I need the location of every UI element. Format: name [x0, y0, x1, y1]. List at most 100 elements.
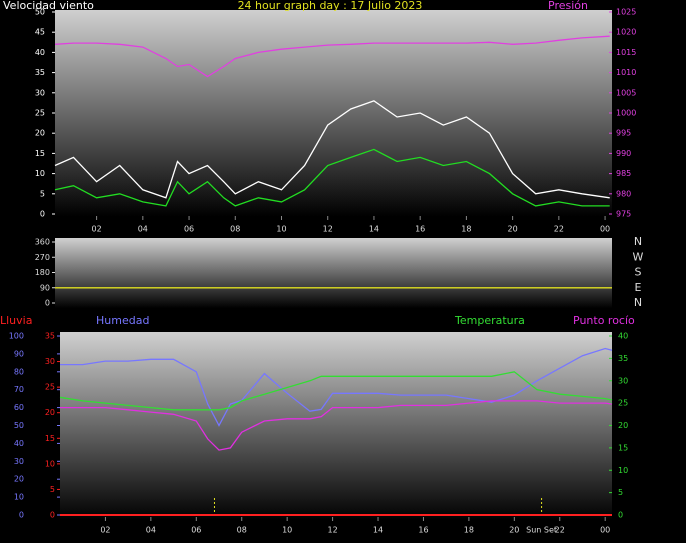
x-tick-label: 22: [554, 225, 564, 234]
x-tick-label: 14: [373, 526, 383, 535]
y3-tick-label: 20: [14, 475, 24, 484]
x-tick-label: 04: [146, 526, 156, 535]
y2-tick-label: 15: [618, 443, 628, 452]
y2-tick-label: 1000: [616, 109, 636, 118]
x-tick-label: 12: [327, 526, 337, 535]
y2-tick-label: 975: [616, 210, 631, 219]
plot-background: [55, 238, 612, 308]
y-tick-label: 20: [45, 408, 55, 417]
x-tick-label: 06: [191, 526, 201, 535]
y2-tick-label: 980: [616, 189, 631, 198]
x-tick-label: 20: [509, 526, 519, 535]
y-tick-label: 25: [35, 109, 45, 118]
y2-tick-label: 1010: [616, 68, 636, 77]
y-tick-label: 35: [45, 332, 55, 341]
y2-tick-label: S: [635, 266, 642, 279]
y2-tick-label: 25: [618, 399, 628, 408]
chart-title: 24 hour graph day : 17 Julio 2023: [238, 0, 423, 12]
y-tick-label: 90: [40, 283, 50, 292]
y2-tick-label: 10: [618, 466, 628, 475]
y-tick-label: 0: [40, 210, 45, 219]
y-tick-label: 25: [45, 383, 55, 392]
y-tick-label: 15: [45, 434, 55, 443]
series-line: [54, 148, 610, 207]
y-tick-label: 15: [35, 149, 45, 158]
x-tick-label: 00: [600, 526, 610, 535]
y2-tick-label: 35: [618, 354, 628, 363]
y2-tick-label: 1020: [616, 28, 636, 37]
y2-tick-label: 1005: [616, 88, 636, 97]
y-tick-label: 0: [50, 511, 55, 520]
x-tick-label: 02: [92, 225, 102, 234]
x-tick-label: 12: [323, 225, 333, 234]
x-tick-label: 16: [418, 526, 428, 535]
x-tick-label: 14: [369, 225, 379, 234]
series-line: [54, 35, 610, 78]
y2-tick-label: N: [634, 296, 642, 309]
x-tick-label: 10: [282, 526, 292, 535]
y3-tick-label: 80: [14, 367, 24, 376]
y3-tick-label: 70: [14, 385, 24, 394]
y-tick-label: 30: [45, 357, 55, 366]
y2-tick-label: 0: [618, 511, 623, 520]
sun-label: Sun Set: [526, 526, 557, 535]
y2-tick-label: E: [635, 281, 642, 294]
y-tick-label: 40: [35, 48, 45, 57]
x-tick-label: 22: [555, 526, 565, 535]
y-tick-label: 5: [50, 485, 55, 494]
x-tick-label: 08: [230, 225, 240, 234]
y2-tick-label: 995: [616, 129, 631, 138]
y-tick-label: 45: [35, 28, 45, 37]
x-tick-label: 08: [237, 526, 247, 535]
y2-tick-label: 985: [616, 169, 631, 178]
series-line: [60, 347, 613, 427]
y3-tick-label: 30: [14, 457, 24, 466]
x-tick-label: 20: [508, 225, 518, 234]
y-tick-label: 10: [45, 459, 55, 468]
x-tick-label: 16: [415, 225, 425, 234]
y-tick-label: 180: [35, 268, 50, 277]
y-tick-label: 35: [35, 68, 45, 77]
y-tick-label: 0: [45, 299, 50, 308]
y2-tick-label: 5: [618, 488, 623, 497]
legend-label: Temperatura: [454, 314, 525, 327]
y2-tick-label: 40: [618, 332, 628, 341]
x-tick-label: 04: [138, 225, 148, 234]
y2-tick-label: 20: [618, 421, 628, 430]
y3-tick-label: 40: [14, 439, 24, 448]
y3-tick-label: 100: [9, 332, 24, 341]
legend-label: Punto rocío: [573, 314, 635, 327]
y3-tick-label: 0: [19, 511, 24, 520]
legend-label: Presión: [548, 0, 588, 12]
y-tick-label: 270: [35, 253, 50, 262]
y-tick-label: 30: [35, 88, 45, 97]
y2-tick-label: 990: [616, 149, 631, 158]
y2-tick-label: N: [634, 235, 642, 248]
series-line: [60, 400, 613, 451]
y2-tick-label: 30: [618, 376, 628, 385]
y2-tick-label: W: [633, 250, 644, 263]
x-tick-label: 02: [100, 526, 110, 535]
y3-tick-label: 10: [14, 493, 24, 502]
y-tick-label: 20: [35, 129, 45, 138]
y3-tick-label: 90: [14, 349, 24, 358]
x-tick-label: 10: [276, 225, 286, 234]
y3-tick-label: 50: [14, 421, 24, 430]
x-tick-label: 00: [600, 225, 610, 234]
plot-background: [60, 332, 612, 520]
legend-label: Lluvia: [0, 314, 32, 327]
y-tick-label: 5: [40, 189, 45, 198]
y-tick-label: 50: [35, 8, 45, 17]
x-tick-label: 06: [184, 225, 194, 234]
y-tick-label: 10: [35, 169, 45, 178]
y2-tick-label: 1025: [616, 8, 636, 17]
series-line: [59, 371, 613, 411]
legend-label: Humedad: [96, 314, 149, 327]
x-tick-label: 18: [464, 526, 474, 535]
y2-tick-label: 1015: [616, 48, 636, 57]
x-tick-label: 18: [461, 225, 471, 234]
y3-tick-label: 60: [14, 403, 24, 412]
y-tick-label: 360: [35, 238, 50, 247]
series-line: [54, 100, 610, 199]
